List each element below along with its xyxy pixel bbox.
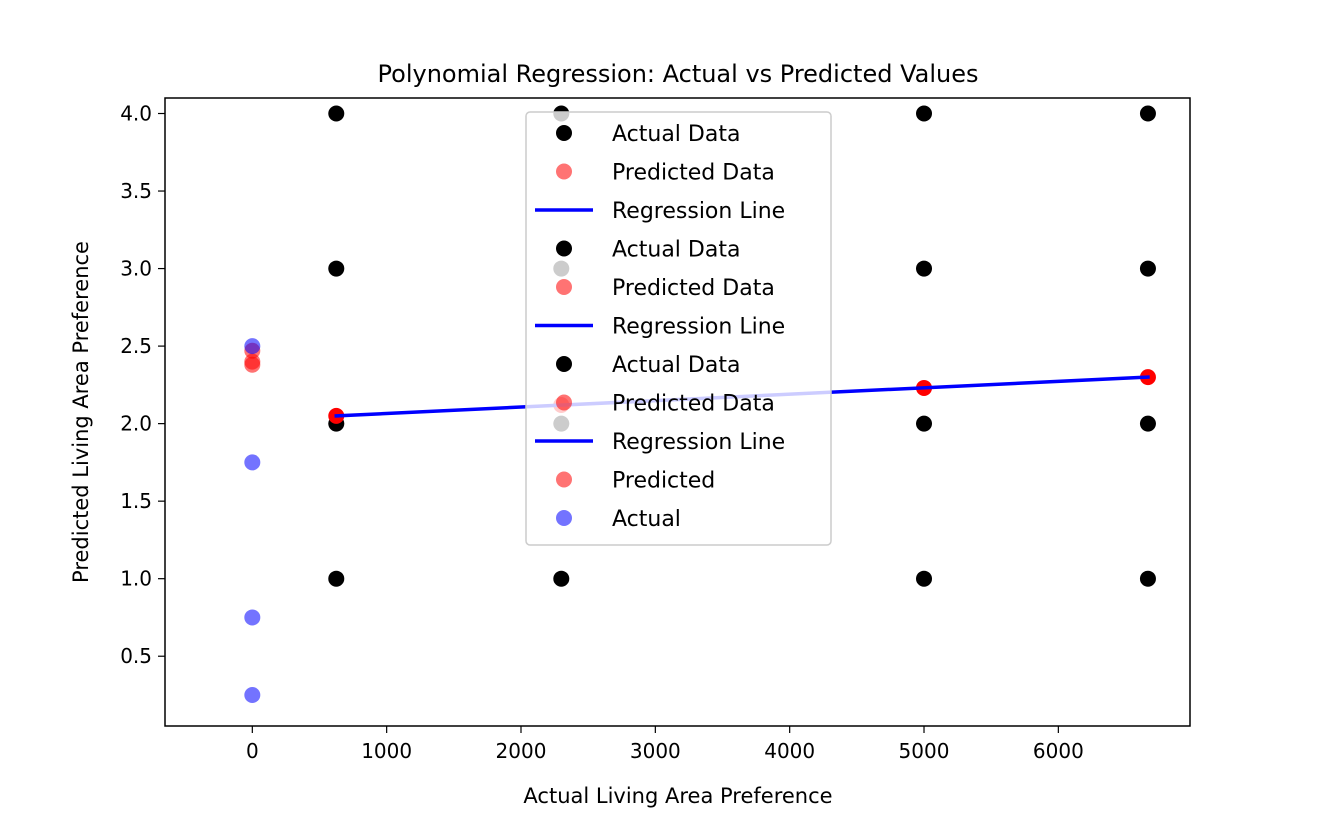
y-axis: 0.5 1.0 1.5 2.0 2.5 3.0 3.5 4.0 — [120, 102, 165, 668]
actual-point — [244, 686, 261, 703]
y-tick-label: 3.0 — [120, 257, 152, 281]
legend-label-actual-data: Actual Data — [612, 353, 740, 378]
legend-swatch-actual-data — [556, 125, 572, 141]
x-tick-label: 1000 — [361, 739, 412, 763]
legend-swatch-predicted-data — [556, 394, 572, 411]
actual-data-point — [916, 260, 933, 277]
x-tick-label: 5000 — [899, 739, 950, 763]
actual-data-point — [1139, 105, 1156, 122]
actual-data-point — [553, 570, 570, 587]
x-tick-label: 4000 — [764, 739, 815, 763]
actual-data-point — [1139, 260, 1156, 277]
actual-point — [244, 454, 261, 471]
legend: Actual Data Predicted Data Regression Line… — [525, 111, 832, 546]
legend-label-regression-line: Regression Line — [612, 315, 785, 340]
actual-data-point — [328, 105, 345, 122]
y-tick-label: 1.0 — [120, 567, 152, 591]
legend-label-regression-line: Regression Line — [612, 430, 785, 455]
legend-swatch-actual-data — [556, 356, 572, 372]
actual-data-point — [1139, 570, 1156, 587]
y-tick-label: 2.5 — [120, 334, 152, 358]
legend-label-predicted: Predicted — [612, 469, 715, 494]
legend-label-actual-data: Actual Data — [612, 238, 740, 263]
legend-swatch-actual — [556, 510, 572, 526]
actual-data-point — [328, 570, 345, 587]
legend-swatch-predicted-data — [556, 279, 572, 295]
actual-data-point — [916, 415, 933, 432]
legend-swatch-predicted-data — [556, 163, 572, 180]
legend-label-predicted-data: Predicted Data — [612, 392, 775, 417]
y-tick-label: 1.5 — [120, 489, 152, 513]
legend-swatch-predicted — [556, 471, 572, 488]
legend-label-predicted-data: Predicted Data — [612, 161, 775, 186]
legend-label-predicted-data: Predicted Data — [612, 276, 775, 301]
actual-data-point — [328, 260, 345, 277]
x-tick-label: 0 — [246, 739, 259, 763]
y-tick-label: 0.5 — [120, 644, 152, 668]
x-tick-label: 3000 — [630, 739, 681, 763]
actual-point — [244, 609, 261, 626]
x-axis: 0 1000 2000 3000 4000 5000 6000 — [246, 726, 1084, 763]
actual-data-point — [916, 105, 933, 122]
legend-label-actual: Actual — [612, 507, 681, 532]
legend-swatch-actual-data — [556, 240, 572, 257]
chart-title: Polynomial Regression: Actual vs Predict… — [378, 60, 979, 88]
y-tick-label: 2.0 — [120, 412, 152, 436]
legend-label-actual-data: Actual Data — [612, 122, 740, 147]
plot-frame — [164, 97, 1191, 727]
y-axis-label: Predicted Living Area Preference — [69, 241, 93, 583]
actual-data-point — [1139, 415, 1156, 432]
y-tick-label: 3.5 — [120, 179, 152, 203]
x-tick-label: 6000 — [1033, 739, 1084, 763]
legend-label-regression-line: Regression Line — [612, 199, 785, 224]
actual-data-point — [916, 570, 933, 587]
x-tick-label: 2000 — [496, 739, 547, 763]
legend-box — [525, 111, 832, 546]
y-tick-label: 4.0 — [120, 102, 152, 126]
x-axis-label: Actual Living Area Preference — [523, 784, 832, 808]
actual-point — [244, 338, 261, 355]
